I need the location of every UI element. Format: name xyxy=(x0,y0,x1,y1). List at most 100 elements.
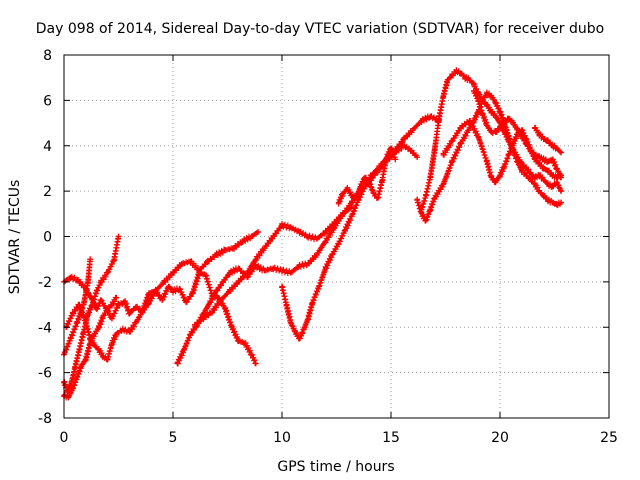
data-point xyxy=(98,297,104,303)
data-point xyxy=(471,81,477,88)
data-point xyxy=(444,77,451,83)
data-point xyxy=(348,192,355,199)
data-point xyxy=(133,319,139,326)
data-point xyxy=(218,297,224,303)
data-point xyxy=(287,319,294,326)
data-point xyxy=(536,172,543,179)
data-point xyxy=(183,299,189,306)
data-point xyxy=(296,229,303,235)
data-point xyxy=(545,138,551,145)
data-point xyxy=(418,211,425,217)
data-point xyxy=(440,181,447,188)
data-point xyxy=(449,138,455,145)
x-tick-label: 25 xyxy=(600,430,618,446)
data-point xyxy=(98,279,104,285)
data-point xyxy=(540,156,547,163)
plus-markers xyxy=(279,142,420,342)
data-point xyxy=(205,258,211,265)
series-arc-n xyxy=(532,124,564,156)
data-point xyxy=(414,197,420,203)
data-point xyxy=(348,204,355,210)
data-point xyxy=(248,233,255,240)
data-point xyxy=(161,279,168,285)
data-point xyxy=(449,158,455,165)
data-point xyxy=(344,186,351,192)
data-point xyxy=(549,183,556,190)
data-point xyxy=(109,315,115,321)
y-tick-label: -8 xyxy=(38,411,52,427)
data-point xyxy=(370,190,377,197)
data-point xyxy=(418,117,425,124)
data-point xyxy=(187,331,194,337)
data-point xyxy=(383,154,390,160)
data-point xyxy=(189,290,196,297)
data-point xyxy=(85,310,91,317)
x-tick-label: 20 xyxy=(491,430,509,446)
data-point xyxy=(488,174,495,181)
data-point xyxy=(126,328,133,335)
data-point xyxy=(527,147,534,154)
data-point xyxy=(207,299,213,306)
data-point xyxy=(181,347,187,353)
y-tick-label: -4 xyxy=(38,320,52,336)
data-point xyxy=(314,251,320,258)
data-point xyxy=(536,131,543,138)
data-point xyxy=(357,183,364,190)
data-point xyxy=(104,306,111,312)
data-point xyxy=(159,297,165,303)
y-tick-label: -6 xyxy=(38,366,52,382)
data-point xyxy=(287,224,294,231)
x-tick-labels: 0 5 10 15 20 25 xyxy=(60,430,618,446)
data-point xyxy=(115,301,122,308)
y-tick-label: 4 xyxy=(43,139,52,155)
data-point xyxy=(305,260,311,267)
data-point xyxy=(553,165,560,172)
data-point xyxy=(457,124,464,131)
series-arc-g xyxy=(192,204,355,328)
data-point xyxy=(72,365,78,371)
y-tick-label: -2 xyxy=(38,275,52,291)
data-point xyxy=(414,154,420,160)
data-point xyxy=(139,308,146,315)
data-point xyxy=(466,77,473,83)
data-point xyxy=(122,299,128,306)
data-point xyxy=(133,304,139,310)
data-point xyxy=(261,267,268,274)
data-point xyxy=(488,108,495,115)
data-point xyxy=(283,301,290,308)
data-point xyxy=(407,147,414,154)
data-point xyxy=(553,145,560,151)
chart-title: Day 098 of 2014, Sidereal Day-to-day VTE… xyxy=(36,21,604,37)
data-point xyxy=(505,152,512,158)
y-tick-label: 8 xyxy=(43,48,52,64)
data-point xyxy=(545,181,551,188)
y-tick-label: 2 xyxy=(43,184,52,200)
data-point xyxy=(67,335,74,342)
data-point xyxy=(527,170,534,176)
data-point xyxy=(558,199,564,206)
series-arc-l xyxy=(440,117,564,186)
data-point xyxy=(244,270,250,276)
series-arc-m xyxy=(471,88,564,181)
data-point xyxy=(226,288,233,294)
data-point xyxy=(484,122,490,129)
x-tick-label: 5 xyxy=(169,430,178,446)
data-point xyxy=(484,158,490,165)
data-point xyxy=(235,279,242,285)
data-point xyxy=(431,147,438,154)
data-point xyxy=(174,360,181,367)
data-point xyxy=(74,276,80,283)
data-point xyxy=(74,374,80,380)
data-point xyxy=(74,319,80,326)
data-point xyxy=(301,326,307,333)
data-point xyxy=(270,233,277,240)
data-point xyxy=(501,163,508,169)
data-point xyxy=(488,93,495,99)
data-point xyxy=(379,176,386,183)
data-point xyxy=(492,113,499,120)
data-point xyxy=(170,270,176,276)
data-point xyxy=(226,270,233,276)
data-point xyxy=(536,188,543,194)
data-point xyxy=(340,211,346,217)
data-point xyxy=(558,188,564,194)
